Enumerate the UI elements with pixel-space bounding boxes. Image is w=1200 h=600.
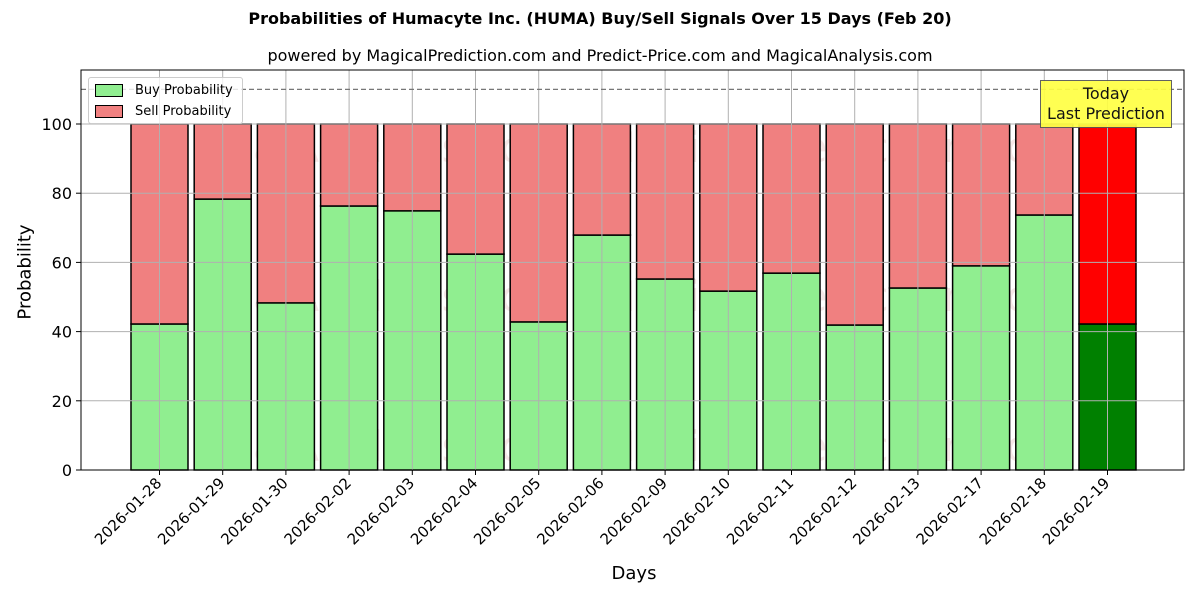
x-tick-label: 2026-02-17	[913, 474, 987, 548]
today-line1: Today	[1082, 84, 1130, 103]
x-tick-label: 2026-02-06	[533, 474, 607, 548]
x-tick-label: 2026-02-10	[660, 474, 734, 548]
x-axis-label: Days	[611, 563, 657, 584]
today-annotation: Today Last Prediction	[1040, 80, 1172, 128]
x-tick-label: 2026-02-19	[1039, 474, 1113, 548]
legend-item-buy: Buy Probability	[95, 82, 233, 98]
axes-frame	[80, 69, 1185, 471]
legend-item-sell: Sell Probability	[95, 103, 231, 119]
x-tick-label: 2026-01-30	[217, 474, 291, 548]
x-tick-label: 2026-02-18	[976, 474, 1050, 548]
x-tick-label: 2026-02-04	[407, 474, 481, 548]
x-tick-label: 2026-02-11	[723, 474, 797, 548]
y-tick-label: 40	[52, 323, 72, 342]
chart-title: Probabilities of Humacyte Inc. (HUMA) Bu…	[248, 9, 952, 28]
y-tick-label: 60	[52, 253, 72, 272]
buy-swatch	[95, 83, 123, 97]
y-tick-label: 0	[62, 461, 72, 480]
x-tick-label: 2026-02-12	[786, 474, 860, 548]
x-tick-label: 2026-01-29	[154, 474, 228, 548]
x-tick-label: 2026-02-09	[597, 474, 671, 548]
y-tick-label: 100	[41, 115, 72, 134]
sell-swatch	[95, 104, 123, 118]
legend-buy-label: Buy Probability	[135, 82, 233, 98]
x-tick-label: 2026-02-05	[470, 474, 544, 548]
legend: Buy Probability Sell Probability	[88, 77, 243, 124]
today-line2: Last Prediction	[1047, 104, 1165, 123]
x-tick-label: 2026-02-02	[281, 474, 355, 548]
y-tick-label: 20	[52, 392, 72, 411]
y-tick-label: 80	[52, 184, 72, 203]
x-tick-label: 2026-02-13	[849, 474, 923, 548]
x-tick-label: 2026-02-03	[344, 474, 418, 548]
chart-subtitle: powered by MagicalPrediction.com and Pre…	[267, 46, 933, 65]
legend-sell-label: Sell Probability	[135, 103, 232, 119]
x-tick-label: 2026-01-28	[91, 474, 165, 548]
